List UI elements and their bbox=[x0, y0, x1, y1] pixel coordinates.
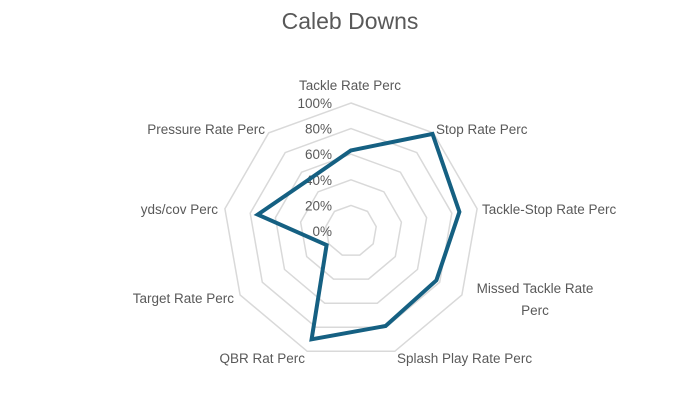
radial-tick-labels: 0%20%40%60%80%100% bbox=[297, 96, 332, 239]
radial-tick-label: 100% bbox=[297, 96, 332, 111]
category-label: Target Rate Perc bbox=[133, 291, 235, 306]
chart-title: Caleb Downs bbox=[281, 8, 419, 34]
grid-ring bbox=[325, 204, 377, 256]
radial-tick-label: 60% bbox=[305, 147, 332, 162]
category-labels: Tackle Rate Perc Stop Rate Perc Tackle-Sto… bbox=[133, 78, 617, 366]
category-label: Splash Play Rate Perc bbox=[397, 351, 532, 366]
radar-gridlines bbox=[224, 102, 478, 353]
radial-tick-label: 80% bbox=[305, 122, 332, 137]
series-line bbox=[253, 131, 462, 342]
grid-ring bbox=[274, 153, 428, 304]
grid-ring bbox=[249, 127, 453, 328]
category-label: yds/cov Perc bbox=[141, 202, 219, 217]
data-series bbox=[253, 131, 462, 342]
grid-ring bbox=[224, 102, 478, 353]
category-label: Pressure Rate Perc bbox=[147, 122, 265, 137]
category-label: Tackle-Stop Rate Perc bbox=[482, 202, 617, 217]
grid-ring bbox=[299, 179, 403, 280]
category-label: QBR Rat Perc bbox=[219, 351, 305, 366]
radial-tick-label: 20% bbox=[305, 198, 332, 213]
category-label: Missed Tackle Rate Perc bbox=[477, 281, 594, 318]
radial-tick-label: 0% bbox=[312, 224, 332, 239]
category-label: Stop Rate Perc bbox=[436, 122, 528, 137]
category-label: Tackle Rate Perc bbox=[299, 78, 401, 93]
